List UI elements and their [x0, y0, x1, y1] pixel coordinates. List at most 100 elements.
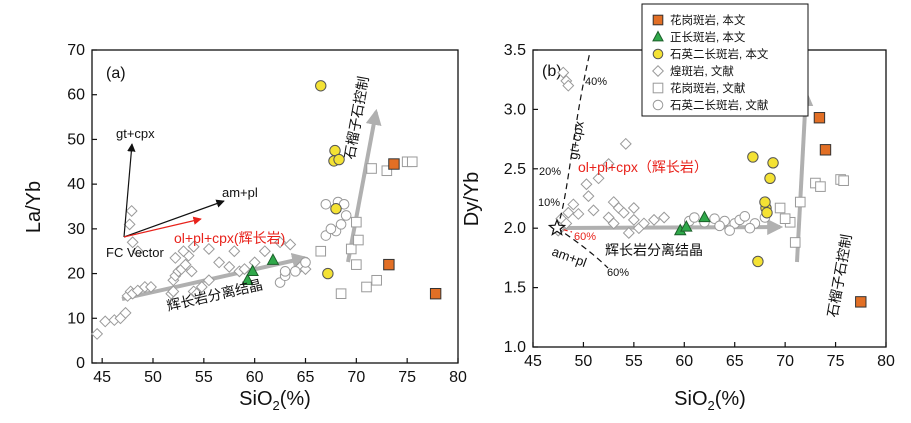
panel-b-annot-60pct: 60% [607, 267, 629, 279]
panel-b-ytick-label: 1.5 [504, 280, 526, 297]
panel-b-annot-garnet-control: 石榴子石控制 [824, 233, 854, 319]
panel-b-point-quartz-monzonite-porphyry-lit [744, 222, 756, 234]
panel-b-point-lamprophyre-lit [567, 198, 580, 211]
panel-b-xtick-label: 80 [877, 353, 895, 370]
panel-b-point-quartz-monzonite-porphyry-lit [739, 211, 751, 222]
panel-a-point-lamprophyre-lit [119, 306, 132, 319]
legend-marker-quartz-monzonite-porphyry [652, 48, 664, 60]
panel-a-xtick-label: 60 [246, 369, 264, 386]
panel-a-xtick-label: 70 [347, 369, 365, 386]
panel-a-ytick-label: 20 [67, 266, 85, 283]
panel-a-point-orthoclase-porphyry [266, 253, 280, 265]
panel-b: 45 50 55 60 65 70 75 80 1.0 1.5 2.0 2.5 3.0 3.5 (b) D… [461, 3, 895, 413]
panel-b-point-granite-porphyry [813, 112, 826, 124]
panel-b-point-lamprophyre-lit [627, 202, 640, 214]
panel-a: 45 50 55 60 65 70 75 80 0 10 20 30 40 50 60 70 (a) La/Y… [23, 42, 467, 413]
panel-a-xtick-label: 65 [297, 369, 315, 386]
panel-b-annot-60pct-red: 60% [574, 231, 596, 243]
panel-a-point-orthoclase-porphyry [241, 273, 254, 285]
panel-a-point-lamprophyre-lit [126, 236, 139, 249]
panel-b-point-lamprophyre-lit [557, 66, 570, 79]
panel-a-ylabel: La/Yb [23, 181, 45, 233]
panel-b-xtick-label: 70 [776, 353, 794, 370]
panel-b-point-lamprophyre-lit [592, 172, 605, 185]
panel-a-gabbro-fc-arrow [121, 252, 309, 301]
panel-b-point-lamprophyre-lit [562, 79, 575, 92]
panel-a-point-granite-porphyry-lit [381, 165, 393, 177]
panel-a-ytick-label: 50 [67, 131, 85, 148]
panel-a-point-quartz-monzonite-porphyry-lit [325, 223, 337, 235]
panel-a-ytick-label: 0 [76, 355, 85, 372]
panel-b-point-granite-porphyry-lit [779, 213, 791, 224]
panel-b-ytick-label: 2.5 [504, 161, 526, 178]
panel-a-points [91, 80, 442, 340]
legend-marker-granite-porphyry-lit [652, 82, 664, 94]
panel-a-point-quartz-monzonite-porphyry-lit [320, 198, 332, 210]
panel-b-point-lamprophyre-lit [572, 207, 585, 220]
panel-b-point-granite-porphyry-lit [794, 196, 806, 208]
legend-marker-lamprophyre-lit [652, 65, 664, 77]
panel-b-point-lamprophyre-lit [622, 226, 635, 239]
panel-b-ytick-label: 3.5 [504, 42, 526, 59]
panel-b-point-lamprophyre-lit [562, 206, 575, 219]
panel-b-point-quartz-monzonite-porphyry [764, 172, 776, 185]
panel-a-point-quartz-monzonite-porphyry [322, 267, 334, 280]
legend-marker-quartz-monzonite-porphyry-lit [652, 99, 664, 111]
panel-a-point-lamprophyre-lit [187, 240, 200, 253]
panel-a-point-quartz-monzonite-porphyry [330, 203, 342, 215]
panel-b-ticks: 45 50 55 60 65 70 75 80 1.0 1.5 2.0 2.5 3.0 3.5 [504, 42, 895, 370]
panel-a-vector-am-pl [123, 199, 225, 238]
panel-b-annot-gabbro-fc: 辉长岩分离结晶 [605, 242, 703, 258]
panel-b-ytick-label: 1.0 [504, 339, 526, 356]
panel-a-point-granite-porphyry-lit [371, 274, 382, 286]
panel-b-points [552, 66, 867, 308]
panel-b-point-lamprophyre-lit [617, 206, 630, 219]
panel-a-ytick-label: 70 [67, 42, 85, 59]
panel-a-point-granite-porphyry [388, 158, 400, 170]
panel-b-point-lamprophyre-lit [582, 190, 595, 203]
panel-a-point-lamprophyre-lit [167, 285, 180, 298]
panel-b-xtick-label: 60 [675, 353, 693, 370]
panel-a-garnet-arrow [346, 108, 382, 263]
panel-b-start-star [547, 218, 567, 236]
panel-a-point-lamprophyre-lit [125, 204, 138, 217]
panel-b-garnet-arrow [795, 89, 814, 263]
panel-a-point-granite-porphyry-lit [315, 245, 327, 257]
panel-a-point-quartz-monzonite-porphyry-lit [340, 210, 352, 221]
panel-a-point-lamprophyre-lit [123, 218, 136, 231]
panel-a-point-lamprophyre-lit [185, 265, 198, 278]
legend-label-granite-porphyry-lit: 花岗斑岩, 文献 [670, 81, 746, 95]
panel-b-xtick-label: 75 [827, 353, 845, 370]
panel-a-ytick-label: 10 [67, 310, 85, 327]
panel-a-ytick-label: 30 [67, 221, 85, 238]
panel-b-xtick-label: 45 [524, 353, 542, 370]
panel-b-point-granite-porphyry-lit [815, 181, 826, 192]
panel-a-annot-gt-cpx: gt+cpx [116, 126, 155, 141]
panel-b-annot-20pct: 20% [539, 166, 561, 178]
panel-b-point-quartz-monzonite-porphyry [752, 255, 764, 268]
panel-a-point-lamprophyre-lit [238, 263, 251, 276]
panel-b-point-lamprophyre-lit [648, 213, 661, 226]
panel-b-gabbro-fc-arrow [562, 219, 784, 236]
panel-a-point-granite-porphyry-lit [345, 243, 357, 255]
panel-b-ytick-label: 3.0 [504, 101, 526, 118]
panel-a-point-granite-porphyry-lit [361, 281, 372, 293]
panel-b-point-quartz-monzonite-porphyry [761, 207, 773, 219]
panel-b-annot-am-pl: am+pl [550, 244, 589, 270]
panel-a-point-quartz-monzonite-porphyry-lit [335, 219, 347, 230]
panel-a-point-lamprophyre-lit [131, 245, 144, 258]
panel-b-point-granite-porphyry-lit [774, 202, 786, 214]
panel-b-annot-ol-pl-cpx: ol+pl+cpx（辉长岩） [578, 159, 708, 175]
panel-a-point-lamprophyre-lit [99, 315, 112, 328]
legend-label-granite-porphyry: 花岗斑岩, 本文 [670, 13, 746, 27]
legend-label-quartz-monzonite-porphyry: 石英二长斑岩, 本文 [670, 47, 769, 61]
panel-a-xtick-label: 80 [449, 369, 467, 386]
panel-a-point-quartz-monzonite-porphyry [333, 153, 345, 166]
panel-a-point-lamprophyre-lit [274, 236, 287, 249]
panel-a-point-lamprophyre-lit [195, 280, 208, 293]
panel-a-point-granite-porphyry-lit [366, 163, 377, 174]
legend-marker-granite-porphyry [652, 14, 664, 26]
